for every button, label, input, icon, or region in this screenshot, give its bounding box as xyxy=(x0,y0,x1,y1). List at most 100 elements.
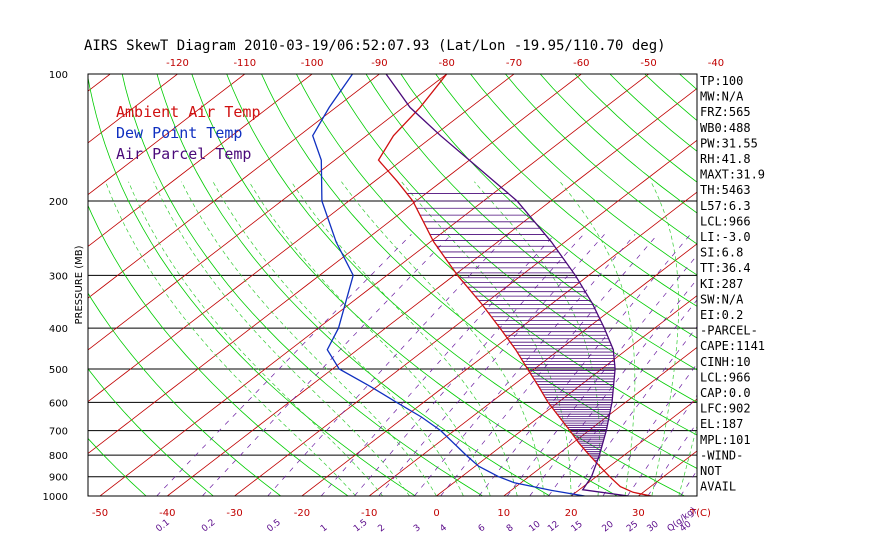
mixing-ratio-line xyxy=(414,234,636,496)
dry-adiabat-line xyxy=(191,74,618,496)
moist-adiabat-line xyxy=(128,181,383,496)
index-entry: -PARCEL- xyxy=(700,324,758,338)
dry-adiabat-line xyxy=(539,74,697,214)
moist-adiabat-line xyxy=(559,181,636,496)
moist-adiabat-line xyxy=(341,181,545,496)
mixing-ratio-line xyxy=(354,234,584,496)
index-entry: FRZ:565 xyxy=(700,105,751,119)
isotherm-line xyxy=(88,74,313,247)
index-entry: -WIND- xyxy=(700,448,743,462)
pressure-tick-label: 300 xyxy=(49,271,68,282)
mixing-ratio-line xyxy=(267,234,509,496)
y-axis-label: PRESSURE (MB) xyxy=(74,245,85,324)
mixing-ratio-line xyxy=(529,278,697,496)
mixing-ratio-label: 6 xyxy=(477,523,488,535)
isotherm-line xyxy=(503,346,697,496)
mixing-ratio-label: 10 xyxy=(527,519,542,534)
bottom-temp-tick-label: -50 xyxy=(92,508,108,519)
bottom-temp-tick-label: 30 xyxy=(632,508,645,519)
index-entry: WB0:488 xyxy=(700,121,751,135)
index-entry: NOT xyxy=(700,464,722,478)
index-entry: TH:5463 xyxy=(700,183,751,197)
index-entry: LI:-3.0 xyxy=(700,230,751,244)
mixing-ratio-label: 25 xyxy=(625,519,640,534)
index-entry: PW:31.55 xyxy=(700,136,758,150)
isotherm-line xyxy=(234,139,697,496)
top-temp-tick-label: -90 xyxy=(371,58,387,69)
dry-adiabat-line xyxy=(88,204,349,496)
moist-adiabat-line xyxy=(650,181,679,496)
mixing-ratio-line xyxy=(440,234,658,496)
mixing-ratio-label: 1.5 xyxy=(352,518,369,535)
dry-adiabat-line xyxy=(226,74,685,496)
moist-adiabat-line xyxy=(248,181,491,496)
dry-adiabat-line xyxy=(88,75,416,496)
bottom-temp-tick-label: 0 xyxy=(433,508,439,519)
dry-adiabat-line xyxy=(365,74,697,371)
dry-adiabat-line xyxy=(784,74,870,496)
mixing-ratio-label: 0.2 xyxy=(200,518,217,535)
index-entry: CAP:0.0 xyxy=(700,386,751,400)
pressure-tick-label: 600 xyxy=(49,398,68,409)
isotherm-line xyxy=(436,295,697,496)
dry-adiabat-line xyxy=(156,74,551,496)
mixing-ratio-label: 4 xyxy=(438,523,449,535)
top-temp-tick-label: -110 xyxy=(233,58,256,69)
dry-adiabat-line xyxy=(749,74,870,496)
index-entry: L57:6.3 xyxy=(700,199,751,213)
top-temp-tick-label: -80 xyxy=(439,58,455,69)
bottom-temp-tick-label: -10 xyxy=(361,508,377,519)
parcel-temp-line xyxy=(385,74,629,496)
dry-adiabat-line xyxy=(470,74,697,276)
bottom-temp-tick-label: 20 xyxy=(565,508,578,519)
dry-adiabat-line xyxy=(88,368,214,496)
index-entry: LFC:902 xyxy=(700,402,751,416)
mixing-ratio-line xyxy=(506,254,697,496)
index-entry: SW:N/A xyxy=(700,292,744,306)
bottom-temp-tick-label: 10 xyxy=(497,508,510,519)
isotherm-line xyxy=(570,398,697,496)
legend-entry: Dew Point Temp xyxy=(116,124,242,142)
top-temp-tick-label: -100 xyxy=(301,58,324,69)
index-entry: LCL:966 xyxy=(700,214,751,228)
index-entry: MPL:101 xyxy=(700,433,751,447)
pressure-tick-label: 500 xyxy=(49,365,68,376)
dry-adiabat-line xyxy=(854,74,870,496)
top-temp-tick-label: -40 xyxy=(708,58,724,69)
mixing-ratio-label: 15 xyxy=(570,519,585,534)
mixing-ratio-line xyxy=(478,234,691,496)
mixing-ratio-label: 3 xyxy=(412,523,423,534)
top-temp-tick-label: -60 xyxy=(573,58,589,69)
isotherm-line xyxy=(88,74,582,454)
mixing-ratio-label: 30 xyxy=(646,519,661,534)
moist-adiabat-line xyxy=(181,181,437,496)
dry-adiabat-line xyxy=(609,74,697,152)
dry-adiabat-line xyxy=(261,74,697,469)
mixing-ratio-label: 1 xyxy=(319,523,330,534)
mixing-ratio-label: 0.1 xyxy=(154,518,171,535)
plot-frame xyxy=(87,73,698,497)
top-temp-tick-label: -50 xyxy=(640,58,656,69)
bottom-temp-tick-label: -20 xyxy=(294,508,310,519)
pressure-tick-label: 1000 xyxy=(43,492,68,503)
mixing-ratio-line xyxy=(378,234,605,496)
chart-title: AIRS SkewT Diagram 2010-03-19/06:52:07.9… xyxy=(84,38,666,54)
legend-entry: Ambient Air Temp xyxy=(116,103,261,121)
dry-adiabat-line xyxy=(88,292,281,496)
isotherm-line xyxy=(301,191,697,496)
dry-adiabat-line xyxy=(819,74,870,496)
isotherm-line xyxy=(0,74,43,496)
index-entry: CAPE:1141 xyxy=(700,339,765,353)
index-entry: EL:187 xyxy=(700,417,743,431)
index-entry: AVAIL xyxy=(700,480,736,494)
index-entry: TP:100 xyxy=(700,74,743,88)
moist-adiabat-line xyxy=(291,181,518,496)
dry-adiabat-line xyxy=(0,74,12,496)
temp-unit-label: T(C) xyxy=(689,508,711,519)
dry-adiabat-line xyxy=(505,74,697,245)
isotherm-line xyxy=(167,88,697,496)
pressure-tick-label: 900 xyxy=(49,473,68,484)
dry-adiabat-line xyxy=(400,74,697,339)
ambient-temp-line xyxy=(377,74,652,496)
pressure-tick-label: 800 xyxy=(49,451,68,462)
